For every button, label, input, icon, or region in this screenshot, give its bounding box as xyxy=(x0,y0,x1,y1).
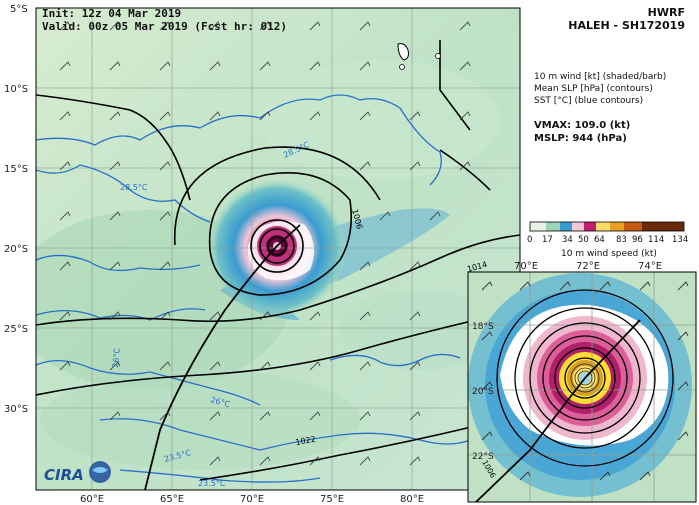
cira-logo-text: CIRA xyxy=(44,466,84,484)
mslp-readout: MSLP: 944 (hPa) xyxy=(534,133,627,144)
inset-lon-label: 70°E xyxy=(514,261,538,272)
lat-label: 30°S xyxy=(4,404,28,415)
init-time: Init: 12z 04 Mar 2019 xyxy=(42,7,182,20)
lat-label: 25°S xyxy=(4,324,28,335)
lon-label: 70°E xyxy=(240,494,264,505)
colorbar-tick: 134 xyxy=(672,235,688,245)
sst-label: 23.5°C xyxy=(198,479,226,488)
colorbar-label: 10 m wind speed (kt) xyxy=(561,249,657,259)
lon-label: 75°E xyxy=(320,494,344,505)
colorbar-tick: 83 xyxy=(616,235,627,245)
field-wind: 10 m wind [kt] (shaded/barb) xyxy=(534,72,667,82)
valid-time: Valid: 00z 05 Mar 2019 (Fcst hr: 012) xyxy=(42,20,288,33)
inset-lat-label: 18°S xyxy=(472,322,494,332)
colorbar-tick: 114 xyxy=(648,235,664,245)
field-slp: Mean SLP [hPa] (contours) xyxy=(534,84,653,94)
field-sst: SST [°C] (blue contours) xyxy=(534,96,644,106)
inset-lon-label: 72°E xyxy=(576,261,600,272)
colorbar-tick: 96 xyxy=(632,235,643,245)
colorbar-tick: 34 xyxy=(562,235,573,245)
lat-label: 20°S xyxy=(4,244,28,255)
colorbar: 0 17 34 50 64 83 96 114 134 10 m wind sp… xyxy=(527,221,688,259)
storm-name: HALEH - SH172019 xyxy=(568,19,685,32)
lon-label: 65°E xyxy=(160,494,184,505)
colorbar-tick: 64 xyxy=(594,235,605,245)
sst-label: 26°C xyxy=(111,347,122,368)
lat-label: 10°S xyxy=(4,84,28,95)
lat-label: 15°S xyxy=(4,164,28,175)
vmax-readout: VMAX: 109.0 (kt) xyxy=(534,120,631,131)
inset-lon-label: 74°E xyxy=(638,261,662,272)
lon-label: 60°E xyxy=(80,494,104,505)
lat-label: 5°S xyxy=(10,4,28,15)
colorbar-tick: 50 xyxy=(578,235,589,245)
model-name: HWRF xyxy=(647,6,685,19)
inset-lat-label: 22°S xyxy=(472,452,494,462)
slp-label: 1022 xyxy=(295,435,317,447)
colorbar-tick: 0 xyxy=(527,235,532,245)
cira-logo: CIRA xyxy=(44,461,111,484)
lon-label: 80°E xyxy=(400,494,424,505)
sst-label: 28.5°C xyxy=(120,183,148,192)
inset-lat-label: 20°S xyxy=(472,387,494,397)
inset-map: 1006 18°S 20°S 22°S 70°E 72°E 74°E xyxy=(467,261,697,503)
colorbar-tick: 17 xyxy=(542,235,553,245)
